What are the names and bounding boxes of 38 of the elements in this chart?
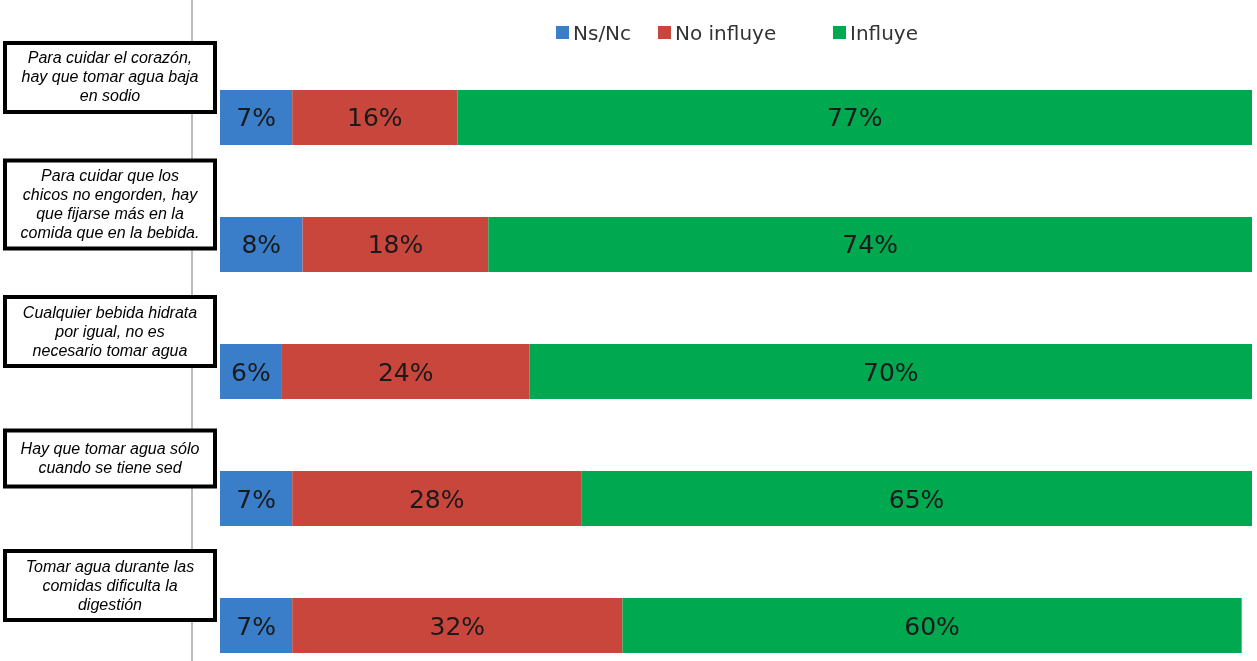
data-label: 60% (904, 611, 960, 641)
data-label: 24% (377, 357, 434, 387)
bar (529, 344, 1252, 399)
legend-label: Influye (850, 21, 918, 45)
bar (302, 217, 489, 272)
data-label: 6% (231, 357, 271, 387)
bar (220, 90, 293, 145)
bar (220, 471, 293, 526)
bar (488, 217, 1252, 272)
legend-label: Ns/Nc (573, 21, 632, 45)
bar (292, 90, 458, 145)
data-label: 7% (236, 611, 276, 641)
data-label: 7% (236, 484, 276, 514)
bar (281, 344, 530, 399)
bar (292, 471, 582, 526)
bar (581, 471, 1252, 526)
data-label: 8% (241, 230, 282, 260)
data-label: 18% (367, 230, 424, 260)
data-label: 77% (826, 103, 883, 133)
bar (457, 90, 1252, 145)
data-label: 70% (863, 357, 919, 387)
bar (220, 344, 282, 399)
y-tick-label: Para cuidar el corazón, hay que tomar agua baja en sodio (21, 49, 199, 105)
data-label: 28% (408, 484, 465, 514)
data-label: 74% (842, 230, 898, 260)
y-tick-label: Tomar agua durante las comidas dificulta la digestión (25, 557, 195, 613)
y-tick-label: Cualquier bebida hidrata por igual, no es necesario tomar agua (22, 303, 198, 359)
data-label: 65% (888, 484, 945, 514)
bar (220, 598, 293, 653)
data-label: 7% (236, 103, 276, 133)
bar (220, 217, 303, 272)
y-tick-label: Para cuidar que los chicos no engorden, hay que fijarse más en la comida que en la bebida. (20, 167, 200, 241)
legend-label: No influye (675, 21, 777, 45)
data-label: 32% (429, 611, 486, 641)
data-label: 16% (347, 103, 403, 133)
y-tick-label: Hay que tomar agua sólo cuando se tiene sed (20, 440, 200, 476)
bar (622, 598, 1242, 653)
bar (292, 598, 623, 653)
